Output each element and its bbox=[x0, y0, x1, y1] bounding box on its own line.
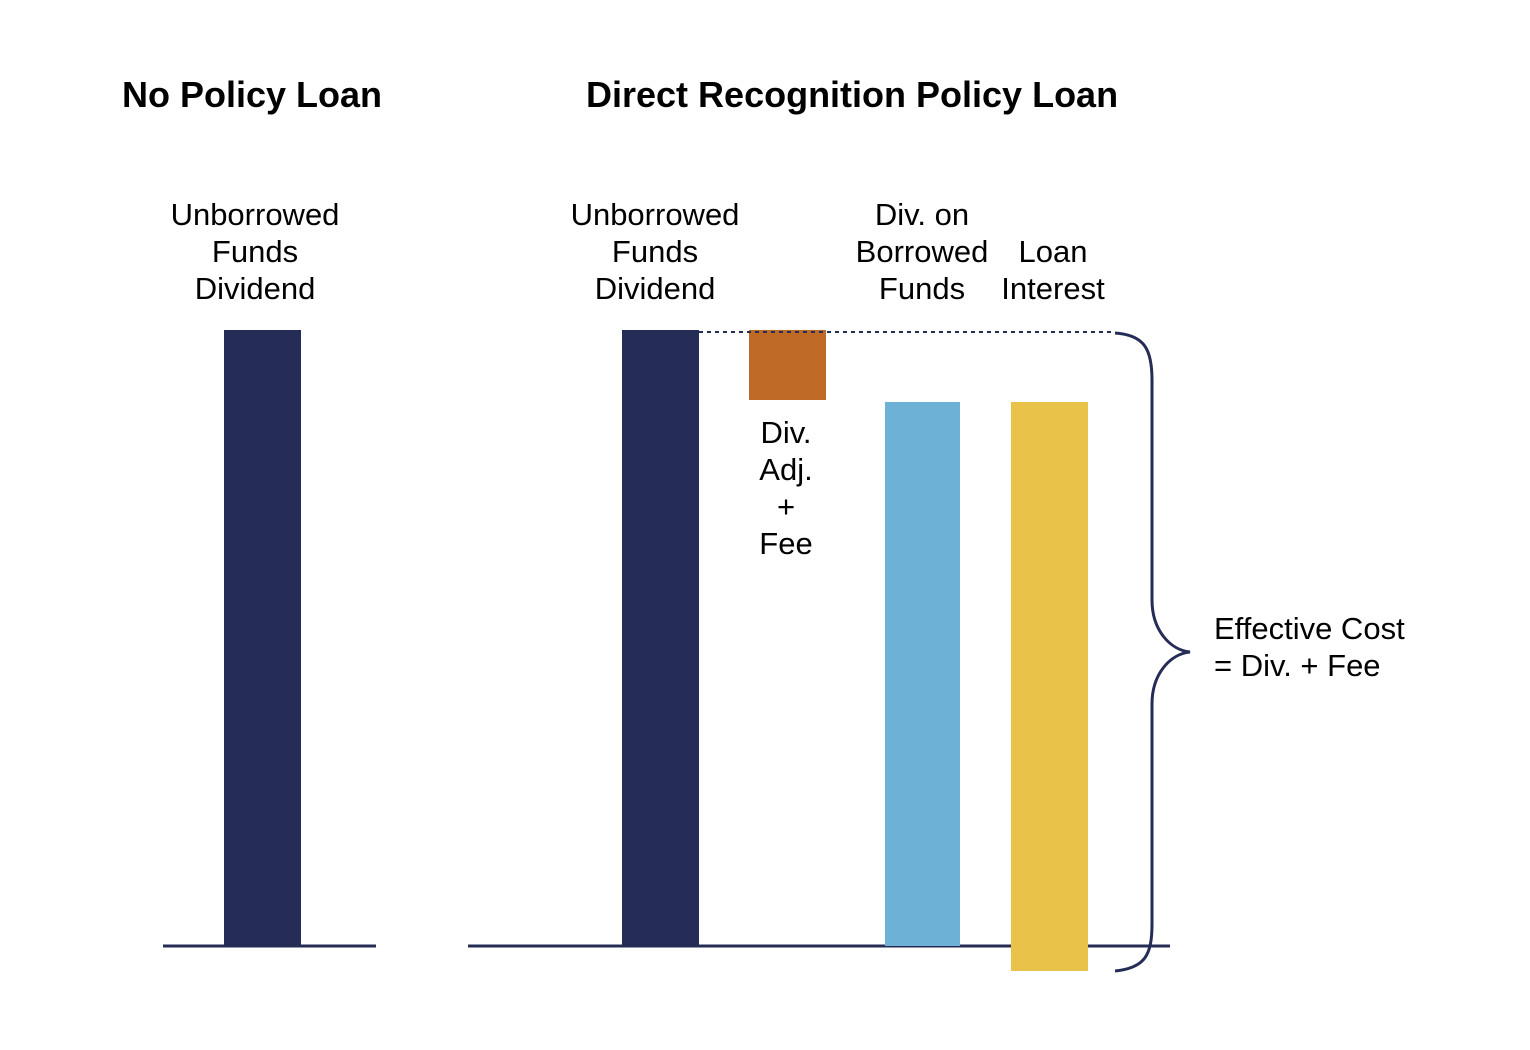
label-div-adj-fee: Div. Adj. + Fee bbox=[759, 415, 813, 561]
title-direct-recognition-policy-loan: Direct Recognition Policy Loan bbox=[586, 74, 1119, 115]
bar-no-loan-unborrowed-dividend bbox=[224, 330, 301, 946]
label-unborrowed-dividend: Unborrowed Funds Dividend bbox=[570, 197, 740, 306]
bar-loan-interest bbox=[1011, 402, 1088, 971]
curly-brace bbox=[1114, 331, 1191, 973]
title-no-policy-loan: No Policy Loan bbox=[122, 74, 383, 115]
bar-div-adj-fee bbox=[749, 330, 826, 400]
label-div-borrowed-funds: Div. on Borrowed Funds bbox=[855, 197, 989, 306]
bar-unborrowed-dividend bbox=[622, 330, 699, 946]
bar-div-borrowed-funds bbox=[885, 402, 960, 946]
label-loan-interest: Loan Interest bbox=[1001, 234, 1105, 306]
label-effective-cost: Effective Cost = Div. + Fee bbox=[1214, 611, 1405, 683]
label-no-loan-unborrowed-dividend: Unborrowed Funds Dividend bbox=[170, 197, 340, 306]
